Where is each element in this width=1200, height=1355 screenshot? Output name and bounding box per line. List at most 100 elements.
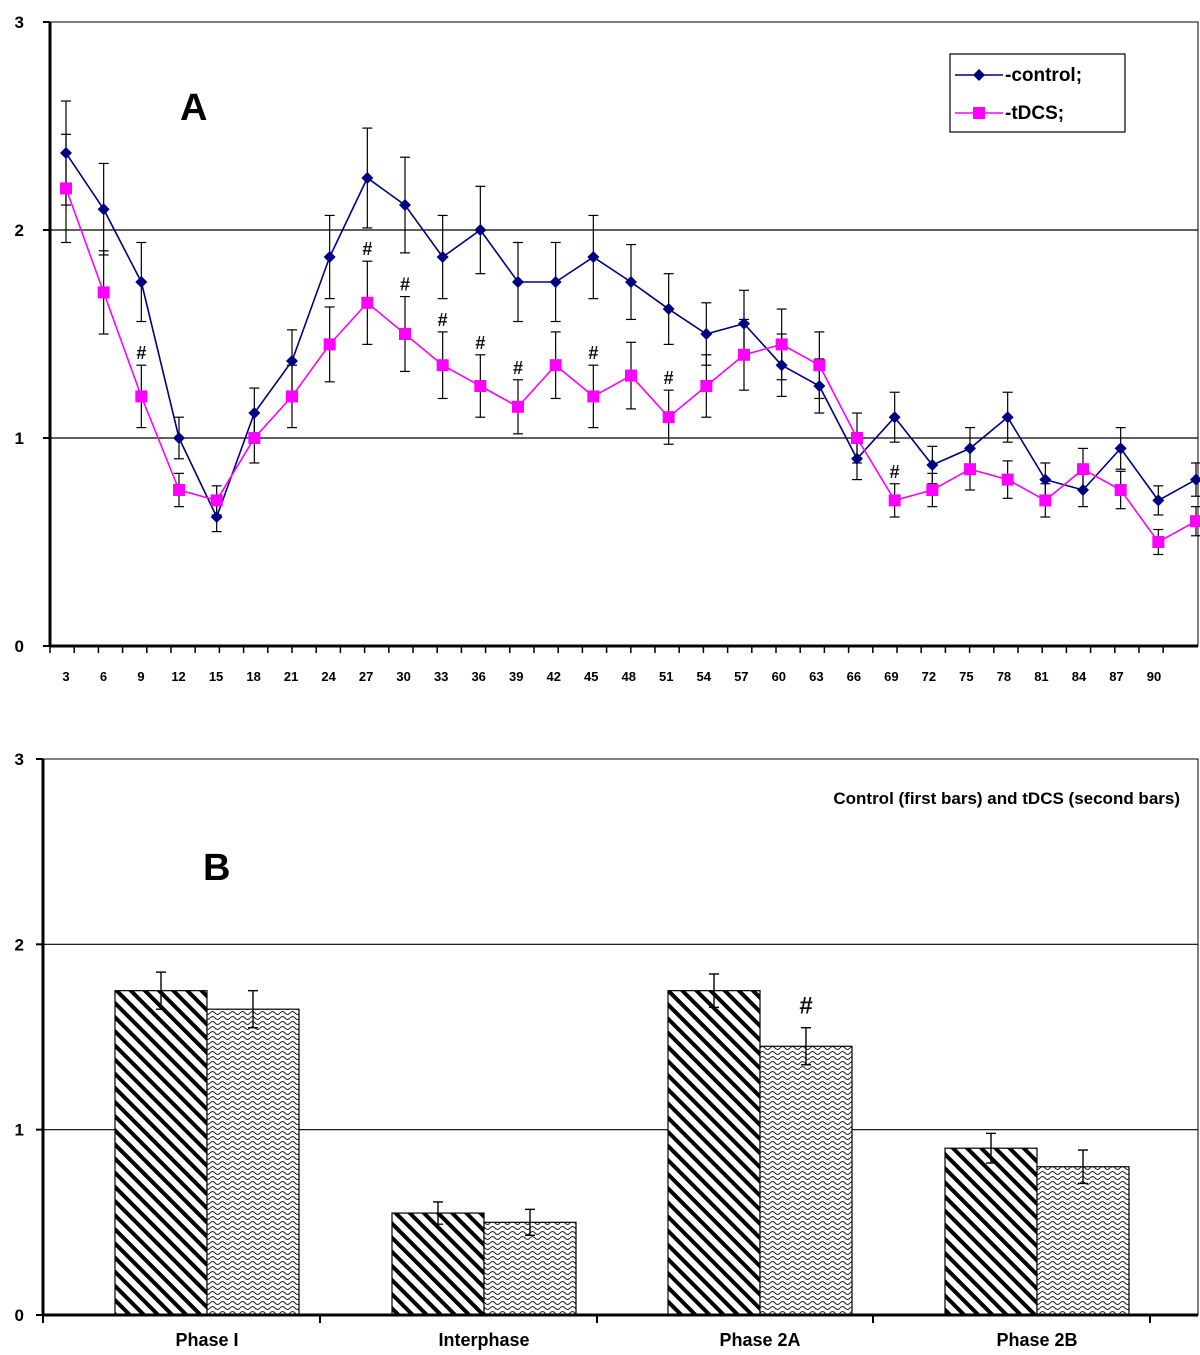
panel-a-tdcs-point xyxy=(173,484,185,496)
panel-a-control-point xyxy=(700,328,713,340)
panel-a-x-tick-label: 72 xyxy=(922,669,936,684)
panel-a-tdcs-point xyxy=(851,432,863,444)
panel-a-tdcs-point xyxy=(60,182,72,195)
panel-a-tdcs-point xyxy=(549,359,562,372)
panel-a-significance-marks: # # # # # # # # # xyxy=(136,239,899,482)
panel-a-tdcs-point xyxy=(248,432,261,444)
panel-b-y-tick-label: 3 xyxy=(15,750,24,769)
panel-b-bar xyxy=(759,1045,853,1316)
panel-a-tdcs-point xyxy=(474,380,487,392)
panel-a-control-point xyxy=(1039,473,1052,486)
legend-tdcs-square-icon xyxy=(973,107,985,119)
panel-a-control-point xyxy=(1001,411,1014,424)
panel-a-tdcs-point xyxy=(135,390,148,403)
panel-a-x-tick-label: 30 xyxy=(396,669,410,684)
panel-a-tdcs-point xyxy=(1152,536,1165,548)
panel-b-error-bars xyxy=(156,971,1088,1237)
panel-a-control-point xyxy=(286,355,298,368)
panel-a-x-tick-label: 21 xyxy=(284,669,298,684)
panel-a-significance-mark: # xyxy=(588,343,598,363)
panel-b-bar xyxy=(391,1212,485,1316)
panel-a-tdcs-point xyxy=(700,380,713,392)
panel-a-control-point xyxy=(512,276,524,288)
panel-a-x-tick-label: 84 xyxy=(1072,669,1087,684)
panel-a-x-tick-label: 27 xyxy=(359,669,373,684)
panel-a-significance-mark: # xyxy=(513,358,523,378)
panel-a-x-tick-label: 18 xyxy=(246,669,260,684)
panel-a-tdcs-point xyxy=(323,338,336,351)
panel-b-bar xyxy=(114,990,208,1316)
panel-a-x-tick-label: 63 xyxy=(809,669,823,684)
panel-b-x-tick-label: Phase 2B xyxy=(996,1330,1077,1350)
panel-a-control-point xyxy=(587,251,600,264)
panel-b-bar xyxy=(483,1221,577,1316)
panel-b-y-tick-labels: 0 1 2 3 xyxy=(15,750,24,1325)
panel-a-control-point xyxy=(436,251,449,264)
panel-a-control-point xyxy=(662,303,675,316)
panel-a-control-point xyxy=(361,172,374,184)
panel-a-tdcs-point xyxy=(436,359,449,372)
panel-a-tdcs-point xyxy=(738,348,750,361)
panel-a-significance-mark: # xyxy=(475,333,485,353)
panel-a-tdcs-point xyxy=(361,296,374,309)
panel-a-tdcs-point xyxy=(813,359,826,372)
legend-entry-control: -control; xyxy=(955,65,1082,86)
panel-a-x-tick-label: 15 xyxy=(209,669,223,684)
panel-a-control-point xyxy=(97,203,110,216)
panel-a-x-tick-label: 36 xyxy=(471,669,485,684)
panel-a-significance-mark: # xyxy=(136,343,146,363)
panel-a-control-point xyxy=(1190,473,1200,486)
panel-b-y-tick-label: 0 xyxy=(15,1306,24,1325)
panel-a-tdcs-point xyxy=(888,494,901,507)
panel-a-tdcs-point xyxy=(512,400,524,413)
panel-a-control-point xyxy=(549,276,562,288)
panel-a-y-tick-label: 3 xyxy=(15,13,24,32)
panel-a-tdcs-point xyxy=(775,338,788,351)
panel-a-significance-mark: # xyxy=(890,462,900,482)
panel-b-annotation: Control (first bars) and tDCS (second ba… xyxy=(833,789,1180,808)
panel-a-control-point xyxy=(60,147,72,160)
panel-a-tdcs-point xyxy=(210,494,223,507)
panel-a-control-point xyxy=(888,411,901,424)
legend-control-label: -control; xyxy=(1005,65,1082,86)
panel-b-x-tick-label: Interphase xyxy=(438,1330,529,1350)
panel-a-x-tick-label: 78 xyxy=(997,669,1011,684)
panel-a-control-point xyxy=(1077,484,1089,496)
panel-a-x-tick-label: 3 xyxy=(62,669,69,684)
panel-a-y-tick-label: 1 xyxy=(15,429,24,448)
legend-entry-tdcs: -tDCS; xyxy=(955,103,1064,124)
panel-a-tdcs-point xyxy=(662,411,675,424)
panel-a-gridlines xyxy=(50,229,1198,439)
panel-a-tdcs-point xyxy=(97,286,110,299)
panel-a-axes xyxy=(43,21,1198,653)
panel-a-x-tick-label: 69 xyxy=(884,669,898,684)
panel-a-x-tick-label: 45 xyxy=(584,669,598,684)
panel-a-control-point xyxy=(775,359,788,372)
panel-a-tdcs-point xyxy=(964,463,976,476)
panel-a-tdcs-point xyxy=(1039,494,1052,507)
panel-b-bar xyxy=(667,990,761,1316)
panel-a-tdcs-point xyxy=(587,390,600,403)
panel-b-bar xyxy=(944,1147,1038,1316)
panel-a-x-tick-label: 87 xyxy=(1109,669,1123,684)
panel-a-significance-mark: # xyxy=(664,368,674,388)
panel-a-tdcs-point xyxy=(926,484,939,496)
panel-a-label: A xyxy=(180,87,207,129)
panel-b: # 0 1 2 3 Phase I Interphase Phase 2A Phase 2B… xyxy=(15,750,1199,1350)
panel-a-x-tick-label: 51 xyxy=(659,669,673,684)
panel-b-y-tick-label: 1 xyxy=(15,1121,24,1140)
legend: -control; -tDCS; xyxy=(949,53,1126,133)
panel-a-significance-mark: # xyxy=(438,310,448,330)
panel-a-control-point xyxy=(1152,494,1165,507)
panel-a-control-point xyxy=(625,276,637,288)
panel-b-x-tick-labels: Phase I Interphase Phase 2A Phase 2B xyxy=(175,1330,1077,1350)
panel-a-control-point xyxy=(738,317,750,330)
panel-a-y-tick-label: 0 xyxy=(15,637,24,656)
panel-a-x-tick-label: 90 xyxy=(1147,669,1161,684)
panel-b-x-tick-label: Phase 2A xyxy=(719,1330,800,1350)
panel-a-x-tick-label: 39 xyxy=(509,669,523,684)
panel-a-x-tick-label: 81 xyxy=(1034,669,1048,684)
panel-a-control-point xyxy=(474,224,487,236)
